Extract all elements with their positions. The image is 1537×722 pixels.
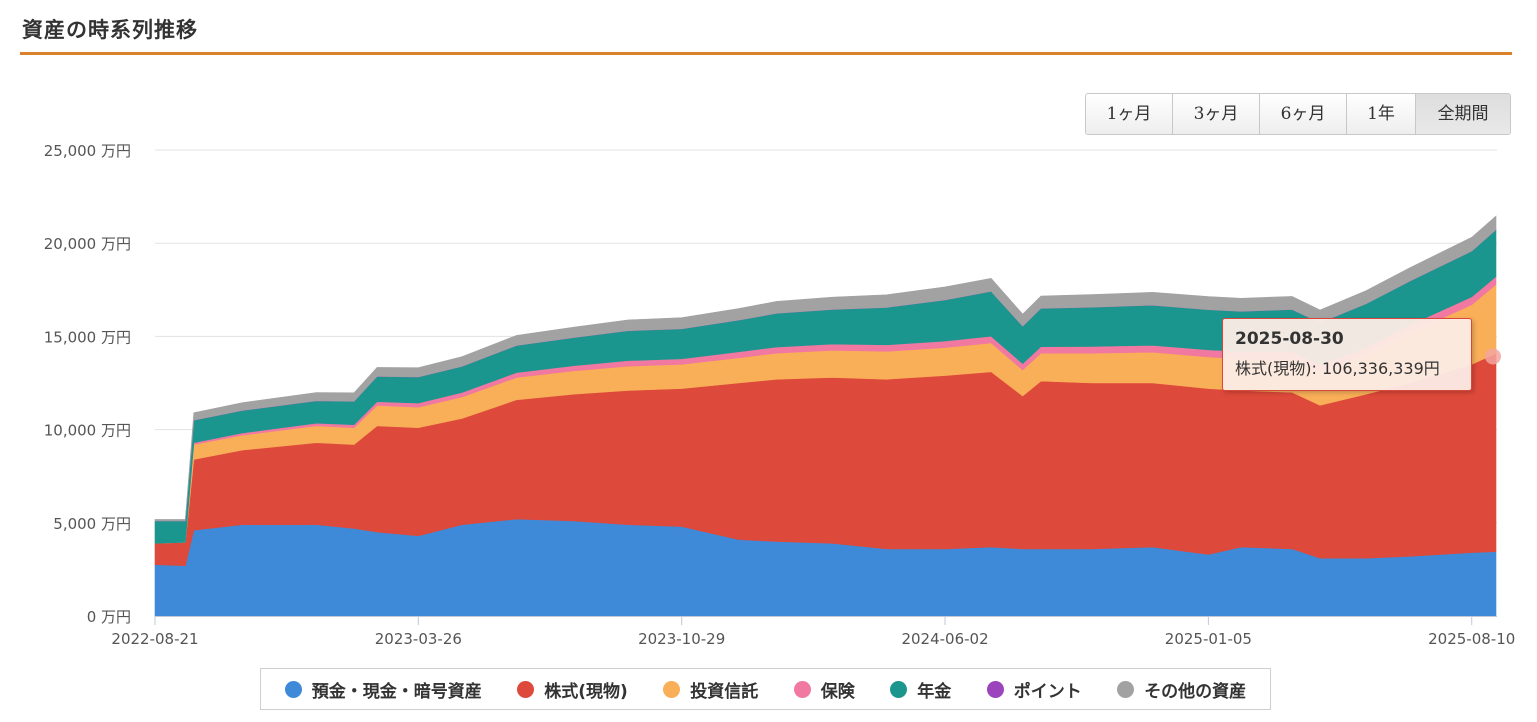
y-tick-label: 5,000 万円 <box>53 515 131 533</box>
title-divider <box>20 52 1512 55</box>
legend-dot-insurance <box>793 680 811 698</box>
legend-dot-funds <box>663 680 681 698</box>
y-tick-label: 20,000 万円 <box>44 235 131 253</box>
legend-dot-other <box>1117 680 1135 698</box>
x-tick-label: 2024-06-02 <box>901 630 988 648</box>
range-all-button[interactable]: 全期間 <box>1416 94 1510 134</box>
chart-tooltip: 2025-08-30 株式(現物): 106,336,339円 <box>1222 318 1472 391</box>
legend-dot-points <box>986 680 1004 698</box>
legend-item-pension[interactable]: 年金 <box>890 677 951 702</box>
legend-item-points[interactable]: ポイント <box>986 677 1082 702</box>
legend-label: 投資信託 <box>690 681 759 702</box>
legend-label: 預金・現金・暗号資産 <box>311 681 482 702</box>
legend-label: ポイント <box>1013 681 1082 702</box>
x-tick-label: 2023-10-29 <box>638 630 725 648</box>
x-tick-label: 2023-03-26 <box>375 630 462 648</box>
x-tick-label: 2025-08-10 <box>1428 630 1515 648</box>
y-tick-label: 25,000 万円 <box>44 142 131 160</box>
tooltip-date: 2025-08-30 <box>1235 329 1344 349</box>
legend-label: 保険 <box>820 681 855 702</box>
page-title: 資産の時系列推移 <box>22 18 198 42</box>
tooltip-line: 株式(現物): 106,336,339円 <box>1235 359 1440 378</box>
area-series-6[interactable] <box>154 215 1497 522</box>
y-tick-label: 15,000 万円 <box>44 328 131 346</box>
range-6-months-button[interactable]: 6ヶ月 <box>1260 94 1347 134</box>
legend-item-funds[interactable]: 投資信託 <box>663 677 758 702</box>
legend-item-other[interactable]: その他の資産 <box>1117 677 1246 702</box>
range-3-months-button[interactable]: 3ヶ月 <box>1173 94 1260 134</box>
legend-dot-stocks <box>517 680 535 698</box>
hover-marker <box>1485 348 1501 365</box>
x-tick-label: 2022-08-21 <box>111 630 198 648</box>
tooltip-value: 106,336,339円 <box>1321 359 1440 378</box>
y-tick-label: 10,000 万円 <box>44 422 131 440</box>
y-tick-label: 0 万円 <box>87 608 131 626</box>
legend-dot-deposits <box>284 680 302 698</box>
x-tick-label: 2025-01-05 <box>1165 630 1252 648</box>
legend-item-deposits[interactable]: 預金・現金・暗号資産 <box>284 677 482 702</box>
legend-item-insurance[interactable]: 保険 <box>793 677 855 702</box>
range-selector: 1ヶ月 3ヶ月 6ヶ月 1年 全期間 <box>1085 93 1511 135</box>
legend-dot-pension <box>890 680 908 698</box>
legend-item-stocks[interactable]: 株式(現物) <box>517 677 628 702</box>
legend-label: その他の資産 <box>1144 681 1247 702</box>
range-1-year-button[interactable]: 1年 <box>1347 94 1416 134</box>
chart-legend: 預金・現金・暗号資産 株式(現物) 投資信託 保険 年金 ポイント その他の資産 <box>260 668 1271 710</box>
tooltip-series-name: 株式(現物) <box>1235 359 1312 378</box>
legend-label: 株式(現物) <box>544 681 628 702</box>
legend-label: 年金 <box>917 681 952 702</box>
range-1-month-button[interactable]: 1ヶ月 <box>1086 94 1173 134</box>
